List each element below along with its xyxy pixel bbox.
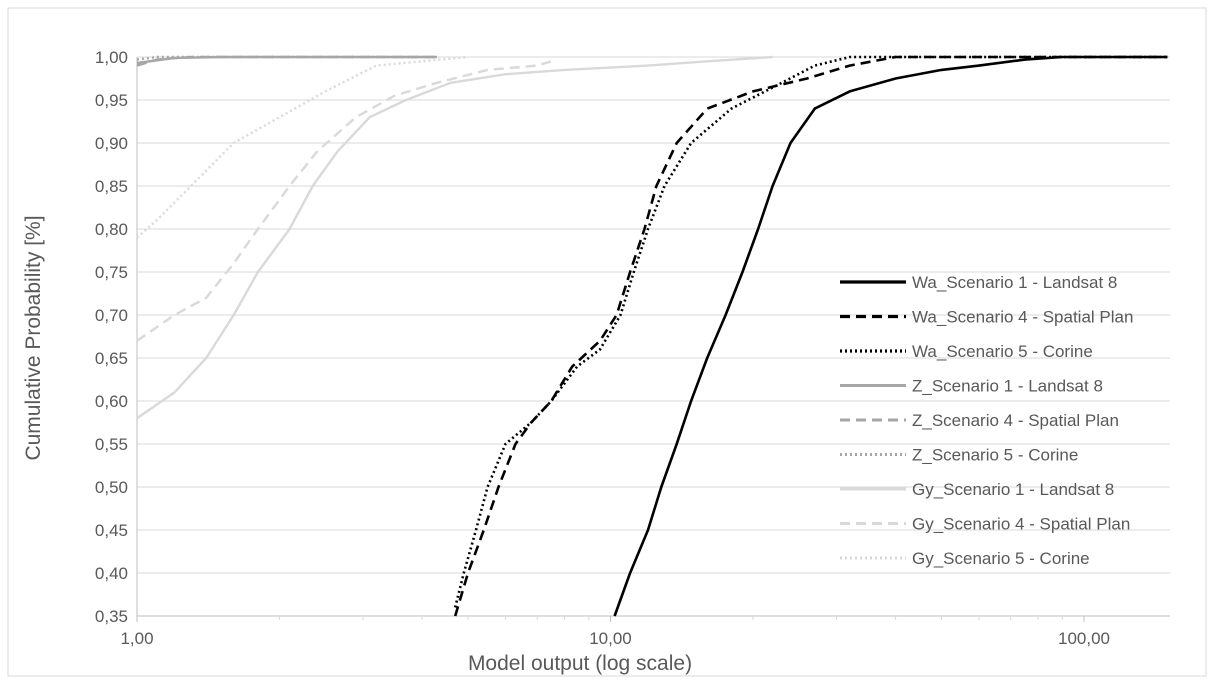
- series-line-3: [453, 55, 1168, 608]
- legend-label-3: Wa_Scenario 5 - Corine: [912, 342, 1093, 361]
- legend-label-4: Z_Scenario 1 - Landsat 8: [912, 377, 1103, 396]
- y-tick-label: 0,40: [95, 564, 128, 583]
- y-tick-label: 0,45: [95, 521, 128, 540]
- legend-label-5: Z_Scenario 4 - Spatial Plan: [912, 411, 1119, 430]
- y-tick-label: 1,00: [95, 48, 128, 67]
- series-line-1: [613, 55, 1168, 617]
- legend-label-9: Gy_Scenario 5 - Corine: [912, 549, 1090, 568]
- legend: Wa_Scenario 1 - Landsat 8 Wa_Scenario 4 -…: [840, 273, 1133, 568]
- series-group: [136, 55, 1168, 617]
- y-tick-label: 0,95: [95, 91, 128, 110]
- y-axis-label: Cumulative Probability [%]: [22, 215, 45, 460]
- x-tick-label: 10,00: [589, 629, 632, 648]
- chart-border: [7, 7, 1207, 677]
- y-tick-label: 0,55: [95, 435, 128, 454]
- y-tick-label: 0,70: [95, 306, 128, 325]
- y-tick-label: 0,85: [95, 177, 128, 196]
- y-tick-label: 0,35: [95, 607, 128, 626]
- x-tick-label: 1,00: [120, 629, 153, 648]
- series-line-7: [136, 55, 773, 420]
- y-tick-label: 0,80: [95, 220, 128, 239]
- x-axis-label: Model output (log scale): [468, 652, 692, 675]
- legend-label-8: Gy_Scenario 4 - Spatial Plan: [912, 515, 1130, 534]
- y-tick-label: 0,75: [95, 263, 128, 282]
- y-tick-label: 0,60: [95, 392, 128, 411]
- y-tick-label: 0,50: [95, 478, 128, 497]
- axes: 0,35 0,40 0,45 0,50 0,55 0,60 0,65 0,70 0,75 0,80…: [95, 48, 1170, 648]
- legend-label-7: Gy_Scenario 1 - Landsat 8: [912, 480, 1114, 499]
- legend-label-1: Wa_Scenario 1 - Landsat 8: [912, 273, 1117, 292]
- series-line-2: [453, 55, 1168, 617]
- y-tick-label: 0,90: [95, 134, 128, 153]
- legend-label-2: Wa_Scenario 4 - Spatial Plan: [912, 308, 1133, 327]
- series-line-4: [136, 55, 437, 65]
- series-line-8: [136, 60, 552, 342]
- y-tick-label: 0,65: [95, 349, 128, 368]
- x-tick-label: 100,00: [1058, 629, 1110, 648]
- legend-label-6: Z_Scenario 5 - Corine: [912, 446, 1078, 465]
